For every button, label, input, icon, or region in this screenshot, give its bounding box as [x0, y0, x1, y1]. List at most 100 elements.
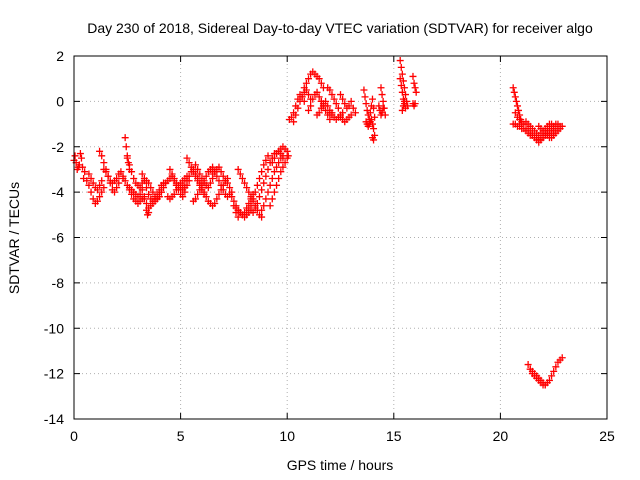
data-point [215, 177, 223, 185]
data-point [512, 97, 520, 105]
data-point [258, 168, 266, 176]
data-point [96, 147, 104, 155]
data-point [309, 95, 317, 103]
data-point [98, 152, 106, 160]
data-point [255, 175, 263, 183]
data-point [262, 195, 270, 203]
data-point [366, 109, 374, 117]
data-point [410, 79, 418, 87]
data-point [142, 199, 150, 207]
data-point [541, 381, 549, 389]
data-point [253, 199, 261, 207]
data-point [219, 172, 227, 180]
data-point [155, 193, 163, 201]
data-point [215, 190, 223, 198]
x-axis-label: GPS time / hours [287, 457, 394, 473]
data-point [328, 91, 336, 99]
data-point [194, 165, 202, 173]
data-point [213, 172, 221, 180]
data-point [411, 100, 419, 108]
data-point [509, 84, 517, 92]
data-point [194, 177, 202, 185]
data-point [125, 161, 133, 169]
data-point [194, 190, 202, 198]
data-point [185, 159, 193, 167]
data-point [264, 188, 272, 196]
y-tick-label: -10 [44, 320, 64, 336]
data-point [552, 363, 560, 371]
data-point [247, 202, 255, 210]
data-point [234, 213, 242, 221]
data-point [217, 168, 225, 176]
data-point [398, 88, 406, 96]
data-point [270, 154, 278, 162]
data-point [398, 106, 406, 114]
data-point [192, 161, 200, 169]
data-point [270, 188, 278, 196]
data-point [396, 57, 404, 65]
data-point [550, 367, 558, 375]
data-point [302, 79, 310, 87]
data-point [339, 95, 347, 103]
data-point [273, 163, 281, 171]
data-point [104, 172, 112, 180]
data-point [145, 179, 153, 187]
y-tick-label: 0 [56, 93, 64, 109]
data-point [85, 170, 93, 178]
data-point [228, 193, 236, 201]
data-point [253, 181, 261, 189]
data-point [181, 181, 189, 189]
x-tick-label: 0 [70, 428, 78, 444]
data-point [319, 102, 327, 110]
data-point [204, 184, 212, 192]
data-point [264, 152, 272, 160]
data-point [347, 111, 355, 119]
data-point [307, 102, 315, 110]
data-point [284, 152, 292, 160]
data-point [339, 109, 347, 117]
data-point [192, 172, 200, 180]
data-point [558, 354, 566, 362]
y-tick-labels: -14 -12 -10 -8 -6 -4 -2 0 2 [44, 48, 64, 427]
data-point [396, 75, 404, 83]
data-point [123, 154, 131, 162]
data-point [258, 213, 266, 221]
data-point [262, 172, 270, 180]
data-point [209, 175, 217, 183]
data-point [268, 195, 276, 203]
data-point [179, 193, 187, 201]
data-point [290, 118, 298, 126]
data-point [332, 100, 340, 108]
data-point [260, 202, 268, 210]
data-point [262, 156, 270, 164]
data-point [170, 175, 178, 183]
data-point [511, 109, 519, 117]
data-point [238, 175, 246, 183]
y-tick-label: -2 [52, 139, 65, 155]
data-point [370, 104, 378, 112]
data-point [345, 102, 353, 110]
x-tick-label: 10 [279, 428, 295, 444]
data-point [170, 190, 178, 198]
data-point [511, 93, 519, 101]
data-point [145, 190, 153, 198]
data-point [219, 186, 227, 194]
data-point [409, 72, 417, 80]
data-point [305, 91, 313, 99]
data-point [122, 143, 130, 151]
data-point [128, 168, 136, 176]
data-point [202, 193, 210, 201]
data-point [136, 184, 144, 192]
data-point [255, 193, 263, 201]
data-point [347, 97, 355, 105]
data-point [266, 202, 274, 210]
x-tick-label: 20 [493, 428, 509, 444]
data-point [121, 177, 129, 185]
data-point [375, 102, 383, 110]
data-point [79, 163, 87, 171]
data-point [273, 181, 281, 189]
data-point [378, 91, 386, 99]
data-point [113, 184, 121, 192]
data-point [313, 88, 321, 96]
data-point [260, 179, 268, 187]
